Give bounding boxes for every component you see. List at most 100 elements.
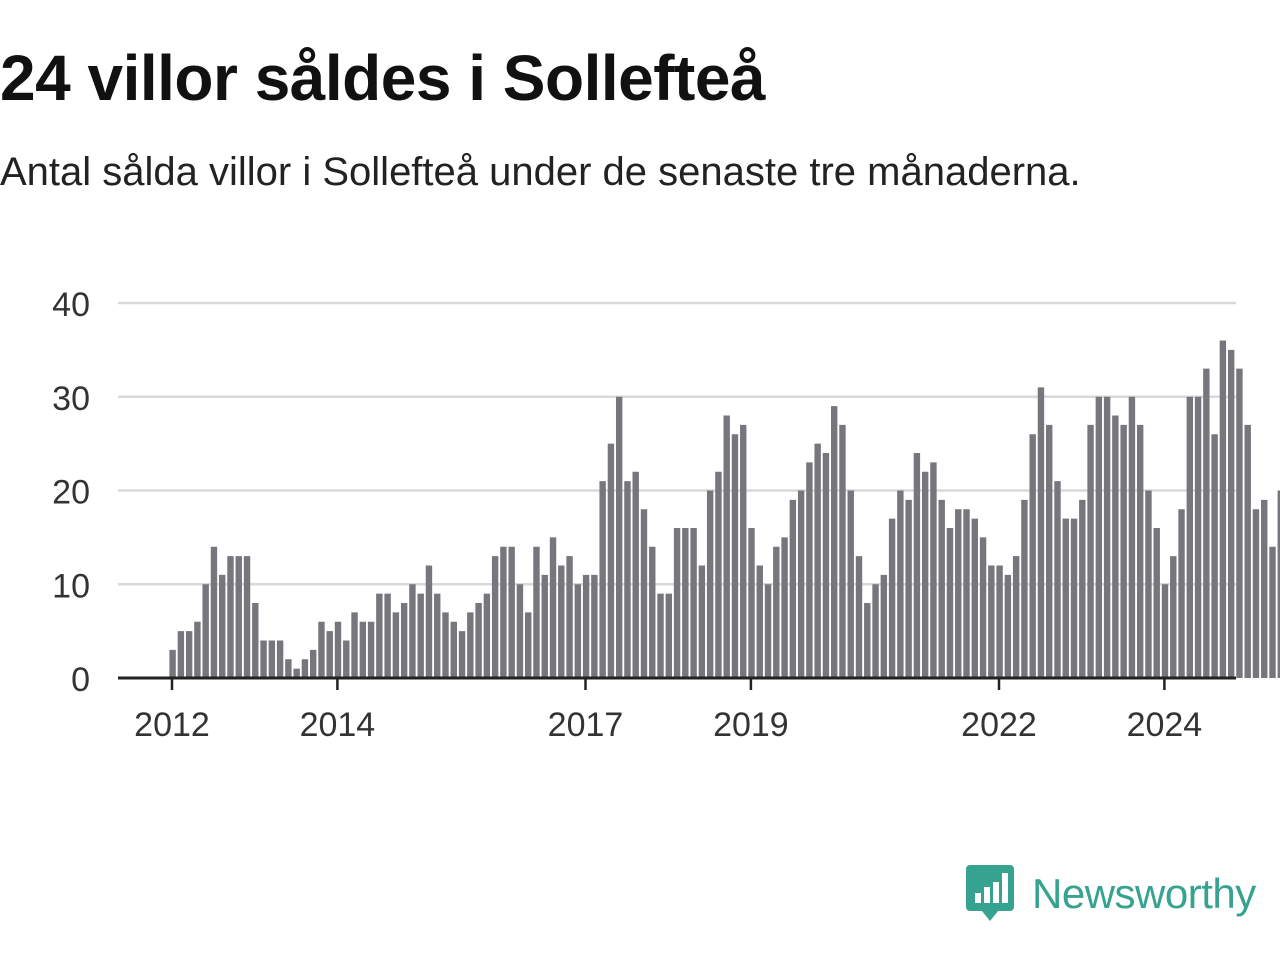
- bar: [235, 556, 242, 678]
- bar: [624, 481, 631, 678]
- bar: [1112, 415, 1119, 678]
- bar: [541, 574, 548, 678]
- bar: [789, 499, 797, 678]
- x-axis: [118, 676, 1236, 690]
- bar: [582, 574, 590, 678]
- bar: [376, 593, 383, 678]
- bar: [740, 424, 747, 678]
- bar: [1261, 499, 1268, 678]
- bar: [516, 584, 524, 678]
- x-tick-label: 2017: [548, 706, 624, 744]
- bar: [384, 593, 391, 678]
- bar: [822, 453, 830, 678]
- brand-name: Newsworthy: [1032, 870, 1256, 917]
- bar: [682, 528, 689, 678]
- bar: [1269, 546, 1276, 678]
- bar: [467, 612, 474, 678]
- bar: [715, 471, 722, 678]
- bar: [1236, 368, 1243, 678]
- bar: [1103, 396, 1111, 678]
- bar: [525, 612, 532, 678]
- bar: [913, 453, 921, 678]
- bar: [417, 593, 424, 678]
- bar: [309, 649, 317, 678]
- bar: [1046, 424, 1053, 678]
- bar: [1079, 499, 1086, 678]
- bar: [599, 481, 606, 678]
- bar: [458, 631, 466, 678]
- bar: [814, 443, 821, 678]
- bar: [607, 443, 615, 678]
- bar: [930, 462, 937, 678]
- bar: [864, 603, 871, 678]
- y-tick-label: 40: [52, 286, 90, 324]
- bar: [194, 621, 201, 678]
- bar: [425, 565, 433, 678]
- bar: [1194, 396, 1202, 678]
- bar: [533, 546, 540, 678]
- bar: [442, 612, 449, 678]
- bar: [367, 621, 375, 678]
- y-tick-label: 30: [52, 380, 90, 418]
- bar: [1203, 368, 1210, 678]
- bar: [764, 584, 772, 678]
- bar: [640, 509, 648, 678]
- chart-subtitle: Antal sålda villor i Sollefteå under de …: [0, 150, 1081, 194]
- bar: [723, 415, 730, 678]
- bar: [955, 509, 962, 678]
- bar: [491, 556, 499, 678]
- bar: [690, 528, 697, 678]
- bar: [210, 546, 218, 678]
- bar: [574, 584, 582, 678]
- bar: [872, 584, 879, 678]
- x-tick-label: 2022: [961, 706, 1037, 744]
- brand: Newsworthy: [964, 862, 1256, 926]
- bar: [185, 631, 193, 678]
- bar: [756, 565, 763, 678]
- y-tick-label: 20: [52, 474, 90, 512]
- bar: [1037, 387, 1045, 678]
- bar: [558, 565, 565, 678]
- bar: [979, 537, 987, 678]
- bar: [706, 490, 714, 678]
- bar: [855, 556, 863, 678]
- x-axis-labels: 2012 2014 2017 2019 2022 2024: [134, 706, 1202, 744]
- newsworthy-logo-icon: [966, 865, 1014, 921]
- bar: [806, 462, 813, 678]
- bar: [831, 406, 838, 678]
- bar: [450, 621, 457, 678]
- bar: [1012, 556, 1020, 678]
- bar: [1227, 349, 1235, 678]
- bar: [260, 640, 267, 678]
- bar: [285, 659, 292, 678]
- bar: [1186, 396, 1194, 678]
- bar: [748, 528, 755, 678]
- bar: [252, 603, 259, 678]
- bar: [963, 509, 970, 678]
- bar: [897, 490, 904, 678]
- bar: [1062, 518, 1069, 678]
- bar: [1161, 584, 1169, 678]
- bar: [1029, 434, 1036, 678]
- bar: [921, 471, 929, 678]
- bar: [243, 556, 251, 678]
- bar: [549, 537, 557, 678]
- bar: [797, 490, 805, 678]
- y-tick-label: 0: [71, 661, 90, 699]
- bar: [905, 499, 912, 678]
- bar: [1054, 481, 1061, 678]
- bar: [632, 471, 639, 678]
- x-tick-label: 2024: [1127, 706, 1203, 744]
- bar: [169, 649, 176, 678]
- x-tick-label: 2019: [713, 706, 789, 744]
- bar: [847, 490, 854, 678]
- bar: [839, 424, 846, 678]
- bar: [1070, 518, 1078, 678]
- bar: [996, 565, 1003, 678]
- bar: [1136, 424, 1144, 678]
- bar: [500, 546, 507, 678]
- bar: [988, 565, 995, 678]
- bar: [615, 396, 623, 678]
- bar: [334, 621, 342, 678]
